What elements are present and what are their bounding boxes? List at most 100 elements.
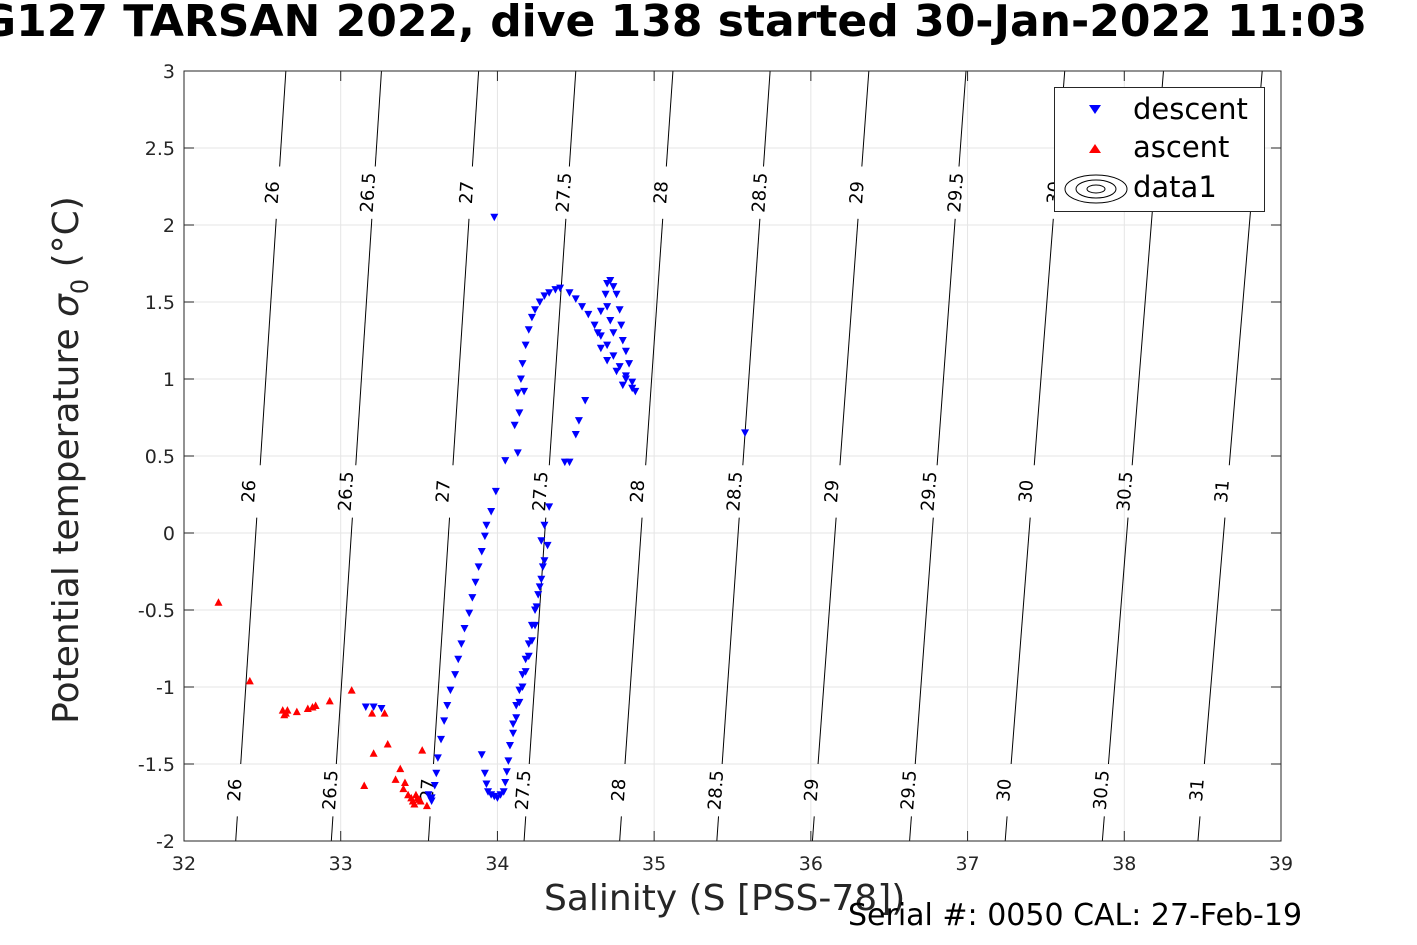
x-tick-label: 36 — [799, 853, 823, 875]
isopycnal-line — [1033, 218, 1054, 466]
descent-point — [603, 341, 612, 350]
descent-point — [540, 292, 549, 300]
isopycnal-label: 29 — [801, 778, 824, 802]
descent-point — [621, 372, 630, 380]
descent-point — [477, 751, 486, 759]
ascent-point — [245, 676, 254, 685]
isopycnal-label: 29.5 — [918, 471, 942, 513]
descent-point — [454, 655, 463, 664]
descent-point — [628, 384, 637, 393]
descent-point — [446, 686, 455, 695]
descent-point — [524, 640, 533, 648]
descent-point — [617, 321, 626, 330]
isopycnal-label: 28.5 — [723, 471, 747, 512]
descent-point — [590, 321, 599, 330]
isopycnal-line — [817, 517, 837, 765]
descent-point — [574, 417, 583, 425]
ascent-point — [347, 686, 356, 694]
descent-point — [565, 289, 574, 297]
descent-point — [581, 397, 590, 405]
descent-point — [545, 503, 554, 511]
descent-point — [480, 532, 489, 541]
descent-point — [477, 547, 486, 556]
descent-point — [509, 729, 518, 738]
isopycnal-line — [861, 71, 870, 167]
chart-title: G127 TARSAN 2022, dive 138 started 30-Ja… — [0, 0, 1368, 47]
descent-point — [451, 671, 460, 679]
ascent-point — [383, 739, 392, 748]
y-tick-label: 2.5 — [145, 138, 175, 160]
isopycnal-label: 30 — [1015, 479, 1038, 503]
descent-point — [501, 778, 510, 787]
isopycnal-line — [432, 517, 451, 765]
descent-point — [603, 303, 612, 311]
isopycnal-label: 29.5 — [944, 172, 968, 214]
isopycnal-line — [909, 816, 912, 841]
descent-point — [465, 609, 474, 618]
ascent-point — [380, 709, 389, 717]
descent-point — [513, 449, 522, 457]
isopycnal-line — [1203, 517, 1226, 765]
descent-point — [433, 754, 442, 762]
x-tick-label: 38 — [1112, 853, 1136, 875]
isopycnal-line — [763, 71, 771, 167]
descent-point — [535, 583, 544, 591]
isopycnal-label: 26.5 — [357, 172, 381, 213]
descent-point — [527, 313, 536, 322]
isopycnal-line — [259, 218, 277, 466]
y-tick-label: 0.5 — [145, 446, 175, 468]
ascent-point — [311, 701, 320, 709]
data-points — [214, 213, 750, 810]
isopycnal-line — [665, 71, 674, 167]
y-tick-label: 1.5 — [145, 292, 175, 314]
descent-point — [471, 578, 480, 587]
ascent-point — [418, 746, 427, 754]
isopycnal-line — [1010, 517, 1031, 765]
descent-point — [596, 332, 605, 340]
isopycnal-label: 26 — [238, 479, 260, 503]
isopycnal-line — [1101, 816, 1105, 841]
legend-label-ascent: ascent — [1133, 130, 1230, 164]
descent-point — [437, 735, 446, 744]
descent-point — [571, 295, 580, 303]
legend-label-data1: data1 — [1133, 170, 1217, 204]
isopycnal-line — [335, 517, 353, 765]
descent-point — [527, 621, 536, 630]
descent-point — [474, 563, 483, 571]
isopycnal-line — [523, 816, 527, 841]
descent-point — [501, 457, 510, 465]
descent-point — [518, 671, 527, 679]
isopycnal-label: 30.5 — [1090, 769, 1114, 811]
legend: descent ascent data1 — [1054, 87, 1265, 212]
isopycnal-label: 29.5 — [897, 769, 921, 811]
descent-point — [537, 575, 546, 584]
isopycnal-line — [1197, 816, 1201, 841]
y-axis-label: Potential temperature σ0 (°C) — [46, 196, 94, 724]
isopycnal-label: 29 — [846, 180, 869, 204]
descent-point — [612, 290, 621, 299]
isopycnal-label: 27.5 — [552, 172, 576, 213]
y-axis-label-subscript: 0 — [66, 278, 94, 295]
ascent-point — [416, 796, 425, 805]
isopycnal-line — [619, 816, 622, 841]
y-tick-label: -1 — [156, 677, 175, 699]
descent-point — [487, 507, 496, 516]
descent-point — [521, 341, 530, 350]
isopycnal-label: 27.5 — [512, 769, 536, 810]
descent-point — [482, 521, 491, 530]
descent-point — [621, 347, 630, 356]
descent-point — [535, 298, 544, 306]
y-axis-label-sigma: σ — [46, 294, 87, 317]
descent-point — [534, 591, 543, 599]
descent-point — [609, 283, 618, 291]
ascent-point — [214, 598, 223, 606]
x-tick-label: 33 — [329, 853, 353, 875]
isopycnal-label: 27.5 — [529, 471, 553, 512]
descent-point — [427, 797, 436, 805]
descent-point — [480, 769, 489, 778]
isopycnal-line — [624, 517, 643, 765]
ascent-point — [400, 778, 409, 786]
contour-ellipses-icon — [1064, 174, 1128, 204]
legend-label-descent: descent — [1133, 92, 1248, 126]
